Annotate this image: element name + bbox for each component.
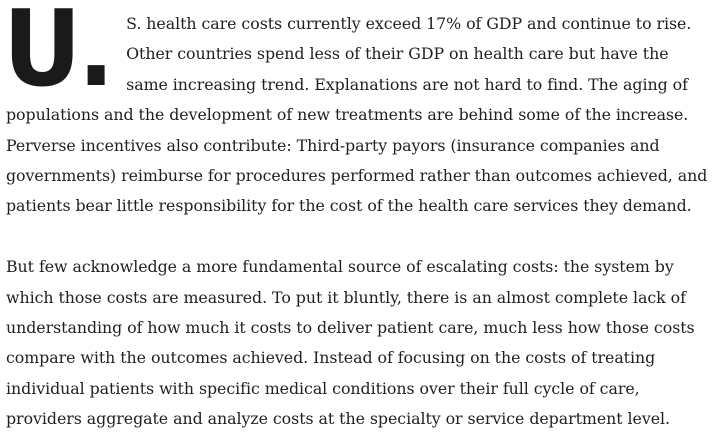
paragraph-2: But few acknowledge a more fundamental s…: [6, 252, 710, 434]
drop-cap: U.: [3, 0, 120, 110]
drop-cap-letter: U.: [3, 0, 114, 110]
paragraph-1-text: S. health care costs currently exceed 17…: [6, 14, 708, 216]
article-body: U. S. health care costs currently exceed…: [3, 0, 710, 435]
paragraph-1: U. S. health care costs currently exceed…: [3, 0, 710, 222]
paragraph-2-text: But few acknowledge a more fundamental s…: [6, 257, 695, 429]
